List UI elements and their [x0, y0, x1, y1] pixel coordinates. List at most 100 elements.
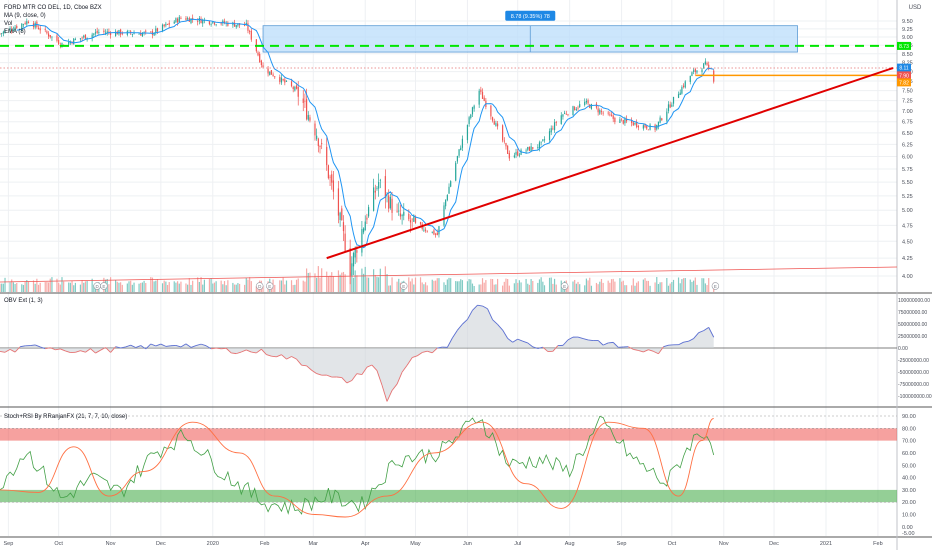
volume-bar [108, 284, 109, 292]
candle-body [247, 23, 248, 31]
candle-body [249, 31, 250, 32]
candle-body [251, 31, 252, 40]
volume-bar [577, 282, 578, 292]
candle-body [83, 36, 84, 38]
volume-bar [274, 285, 275, 292]
volume-bar [494, 285, 495, 292]
candle-body [28, 22, 29, 23]
candle-body [432, 232, 433, 233]
candle-body [286, 81, 287, 82]
obv-segment [221, 348, 226, 349]
volume-bar [579, 284, 580, 292]
volume-bar [633, 278, 634, 292]
volume-bar [539, 279, 540, 292]
candle-body [482, 92, 483, 99]
candle-body [103, 31, 104, 32]
candle-body [351, 263, 352, 275]
volume-bar [197, 277, 198, 292]
volume-bar [85, 281, 86, 292]
candle-body [566, 114, 567, 115]
volume-bar [51, 277, 52, 292]
volume-bar [284, 284, 285, 292]
candle-body [294, 87, 295, 91]
obv-legend: OBV Ext (1, 3) [4, 298, 43, 304]
volume-bar [221, 281, 222, 292]
obv-tick-label: 25000000.00 [898, 334, 927, 340]
volume-bar [542, 282, 543, 292]
candle-body [680, 93, 681, 95]
candle-body [0, 34, 1, 35]
candle-body [435, 234, 436, 235]
price-tick-label: 9.50 [902, 19, 913, 25]
candle-body [21, 24, 22, 29]
candle-body [479, 91, 480, 105]
volume-bar [204, 280, 205, 292]
volume-bar [457, 281, 458, 292]
volume-bar [422, 282, 423, 292]
volume-bar [435, 281, 436, 292]
volume-bar [283, 278, 284, 292]
candle-body [661, 118, 662, 120]
candle-body [326, 147, 327, 165]
volume-bar [425, 282, 426, 292]
volume-bar [447, 279, 448, 292]
stoch-tick-label: 0.00 [902, 525, 913, 531]
candle-body [613, 115, 614, 118]
price-tick-label: 7.50 [902, 89, 913, 95]
candle-body [73, 39, 74, 45]
volume-bar [11, 279, 12, 292]
candle-body [507, 146, 508, 154]
volume-bar [162, 283, 163, 292]
time-tick-label: Aug [565, 541, 575, 547]
volume-bar [333, 276, 334, 292]
price-badge: 8.11 [899, 66, 909, 72]
candle-body [666, 112, 667, 121]
candle-body [85, 35, 86, 39]
candle-body [51, 37, 52, 38]
candle-body [556, 122, 557, 123]
time-tick-label: Oct [668, 541, 677, 547]
candle-body [341, 208, 342, 220]
candle-body [306, 99, 307, 119]
volume-bar [520, 282, 521, 292]
candle-body [469, 117, 470, 124]
volume-bar [80, 285, 81, 292]
volume-bar [16, 283, 17, 292]
volume-bar [685, 278, 686, 292]
candle-body [269, 71, 270, 74]
obv-segment [271, 356, 276, 357]
candle-body [683, 86, 684, 87]
candle-body [80, 38, 81, 39]
volume-bar [35, 284, 36, 292]
volume-bar [28, 281, 29, 292]
candle-body [601, 111, 602, 112]
candle-body [561, 115, 562, 124]
volume-bar [484, 283, 485, 292]
stoch-tick-label: 10.00 [902, 513, 916, 519]
candle-body [328, 165, 329, 178]
vol-legend: Vol [4, 21, 12, 27]
candle-body [303, 99, 304, 103]
candle-body [185, 18, 186, 20]
volume-bar [328, 276, 329, 292]
volume-bar [363, 274, 364, 292]
volume-bar [648, 281, 649, 292]
candle-body [420, 222, 421, 224]
candle-body [648, 129, 649, 130]
volume-bar [329, 275, 330, 292]
stoch-tick-label: 80.00 [902, 426, 916, 432]
volume-bar [130, 281, 131, 292]
volume-bar [157, 279, 158, 292]
candle-body [283, 79, 284, 80]
volume-bar [318, 266, 319, 292]
time-tick-label: Jun [463, 541, 472, 547]
volume-bar [636, 283, 637, 292]
volume-bar [138, 284, 139, 292]
candle-body [61, 43, 62, 44]
volume-bar [649, 286, 650, 292]
candle-body [1, 33, 2, 34]
volume-bar [351, 275, 352, 292]
volume-bar [68, 283, 69, 292]
volume-bar [455, 281, 456, 292]
volume-bar [544, 285, 545, 292]
